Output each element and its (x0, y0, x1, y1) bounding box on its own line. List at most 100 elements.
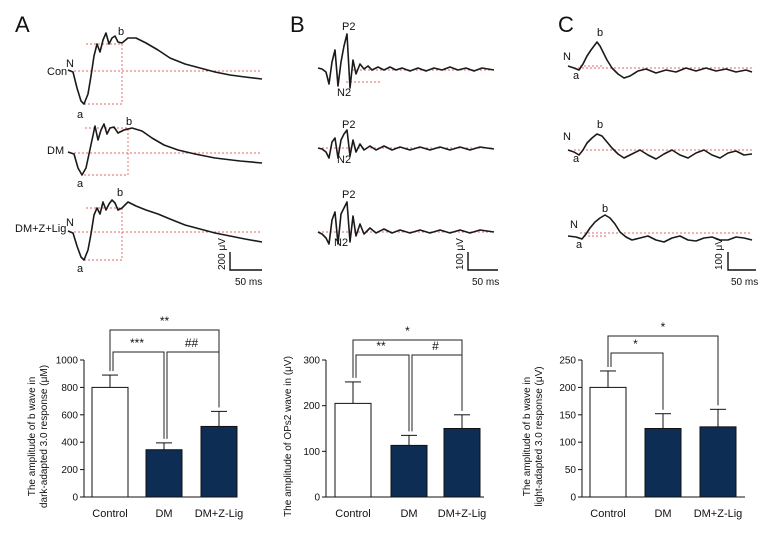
category-label: DM (400, 508, 417, 520)
scale-time-c: 50 ms (731, 277, 758, 288)
peak-n-c3: N (570, 219, 578, 231)
bar-dm (145, 449, 183, 498)
peak-a-c1: a (573, 70, 580, 82)
bar-control (589, 386, 627, 498)
y-tick-label: 300 (303, 356, 320, 367)
peak-b-c3: b (602, 203, 608, 215)
ref-lines-dm (74, 127, 262, 176)
peak-p2-2: P2 (342, 119, 355, 131)
category-label: Control (92, 508, 127, 520)
significance-bracket (355, 354, 410, 432)
ref-lines-con (74, 43, 262, 105)
peak-a-con: a (77, 109, 84, 121)
significance-label: ** (160, 314, 170, 328)
y-tick-label: 50 (565, 465, 577, 476)
y-tick-label: 1000 (56, 356, 79, 367)
panel-letter-a: A (15, 12, 30, 37)
significance-bracket (607, 335, 719, 406)
significance-label: * (661, 320, 666, 334)
category-label: DM+Z-Lig (438, 508, 487, 520)
scale-bar-c (727, 252, 756, 271)
panel-c-waveforms: N a b N a b N a b 100 μV 50 ms (563, 27, 758, 288)
waveform-c3 (567, 214, 753, 243)
peak-a-dm-z-lig: a (77, 263, 84, 275)
category-label: Control (590, 508, 625, 520)
ref-lines-c1 (574, 65, 752, 69)
peak-n-dm-z-lig: N (66, 217, 74, 229)
significance-bracket (352, 339, 463, 411)
significance-label: * (633, 337, 638, 351)
waveform-c1 (567, 41, 753, 79)
scale-time-a: 50 ms (235, 277, 262, 288)
peak-n2-1: N2 (337, 87, 351, 99)
bar-chart-2: 0 100 200 300 The amplitude of OPs2 wave in … (283, 324, 486, 520)
y-tick-label: 250 (559, 356, 576, 367)
peak-b-c2: b (597, 119, 603, 131)
ref-lines-dm-z-lig (74, 207, 262, 261)
y-tick-label: 600 (61, 410, 78, 421)
panel-a-waveforms: Con N a b DM a b DM+Z+Lig N a b 200 μV 5… (15, 26, 262, 288)
bar-dm+z-lig (200, 425, 238, 498)
peak-n2-3: N2 (334, 237, 348, 249)
bar-dm (390, 444, 428, 498)
significance-label: ** (376, 339, 386, 353)
scale-amp-a: 200 μV (217, 238, 228, 270)
scale-bar-b (467, 252, 498, 271)
y-axis-label: The amplitude of OPs2 wave in (μV) (283, 356, 294, 517)
waveform-con (67, 32, 263, 105)
significance-bracket (610, 352, 664, 410)
category-label: DM+Z-Lig (195, 508, 244, 520)
panel-b-waveforms: P2 N2 P2 N2 P2 N2 100 μV 50 ms (317, 21, 499, 288)
trace-label-con: Con (47, 66, 67, 78)
y-axis-label: dark-adapted 3.0 response (μM) (39, 365, 50, 508)
significance-bracket (411, 354, 463, 432)
y-tick-label: 100 (303, 447, 320, 458)
category-label: Control (335, 508, 370, 520)
y-axis-label: The amplitude of b wave in (27, 377, 38, 497)
significance-label: ## (185, 336, 199, 350)
y-tick-label: 200 (61, 465, 78, 476)
bar-control (91, 386, 129, 498)
significance-bracket (166, 351, 220, 439)
peak-a-dm: a (77, 178, 84, 190)
ref-lines-c3 (580, 232, 752, 237)
waveform-dm-z-lig (67, 199, 263, 261)
waveform-b2 (317, 129, 495, 159)
y-tick-label: 200 (303, 401, 320, 412)
y-tick-label: 0 (570, 493, 576, 504)
peak-n-c2: N (563, 131, 571, 143)
panel-letter-c: C (558, 12, 574, 37)
peak-p2-3: P2 (342, 189, 355, 201)
significance-label: # (432, 339, 439, 353)
trace-label-dm: DM (47, 145, 64, 157)
y-tick-label: 0 (72, 493, 78, 504)
waveform-b3 (317, 201, 495, 245)
peak-n-con: N (66, 58, 74, 70)
y-tick-label: 150 (559, 410, 576, 421)
bar-dm (644, 428, 682, 498)
significance-label: * (405, 324, 410, 338)
waveform-dm (67, 123, 263, 176)
significance-label: *** (130, 336, 144, 350)
scale-amp-c: 100 μV (714, 238, 725, 270)
y-tick-label: 800 (61, 383, 78, 394)
peak-b-c1: b (597, 27, 603, 39)
category-label: DM (654, 508, 671, 520)
waveform-c2 (567, 133, 753, 160)
y-tick-label: 0 (314, 493, 320, 504)
peak-a-c2: a (573, 153, 580, 165)
y-tick-label: 400 (61, 438, 78, 449)
scale-amp-b: 100 μV (455, 238, 466, 270)
peak-p2-1: P2 (342, 21, 355, 33)
bar-chart-3: 0 50 100 150 200 250 The amplitude of b wave i… (522, 320, 745, 520)
peak-b-dm: b (126, 116, 132, 128)
peak-a-c3: a (576, 239, 583, 251)
peak-b-dm-z-lig: b (117, 187, 123, 199)
scale-bar-a (229, 252, 262, 271)
y-tick-label: 100 (559, 438, 576, 449)
bar-dm+z-lig (699, 426, 737, 498)
y-axis-label: The amplitude of b wave in (522, 377, 533, 497)
category-label: DM (155, 508, 172, 520)
